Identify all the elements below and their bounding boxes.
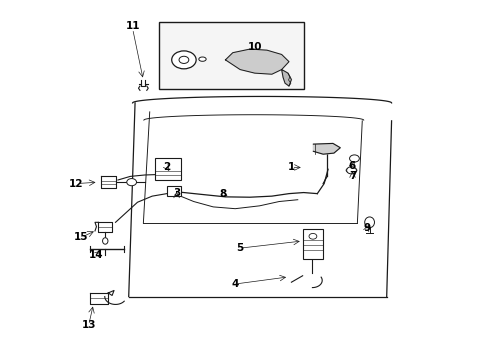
Ellipse shape <box>102 238 108 244</box>
Text: 5: 5 <box>237 243 244 253</box>
Text: 8: 8 <box>220 189 227 199</box>
Text: 1: 1 <box>288 162 295 172</box>
Polygon shape <box>282 69 292 86</box>
Text: 3: 3 <box>173 188 180 198</box>
Circle shape <box>179 56 189 63</box>
Text: 13: 13 <box>81 320 96 330</box>
Text: 12: 12 <box>69 179 84 189</box>
Text: 10: 10 <box>247 42 262 52</box>
Circle shape <box>172 51 196 69</box>
Circle shape <box>127 179 137 186</box>
Bar <box>167 186 180 196</box>
Text: 6: 6 <box>349 161 356 171</box>
Text: 15: 15 <box>74 232 89 242</box>
Ellipse shape <box>346 168 357 173</box>
Bar <box>303 229 323 259</box>
Text: 9: 9 <box>364 224 371 233</box>
Ellipse shape <box>365 217 374 228</box>
Circle shape <box>309 233 317 239</box>
Text: 4: 4 <box>232 279 239 289</box>
Text: 11: 11 <box>125 21 140 31</box>
Circle shape <box>346 167 356 174</box>
Ellipse shape <box>199 57 206 61</box>
Text: 7: 7 <box>349 171 356 181</box>
Bar <box>155 158 180 180</box>
Polygon shape <box>225 49 289 74</box>
Polygon shape <box>314 143 340 154</box>
Bar <box>159 22 304 89</box>
Text: 2: 2 <box>163 162 171 172</box>
Text: 14: 14 <box>89 250 103 260</box>
Circle shape <box>349 155 359 162</box>
